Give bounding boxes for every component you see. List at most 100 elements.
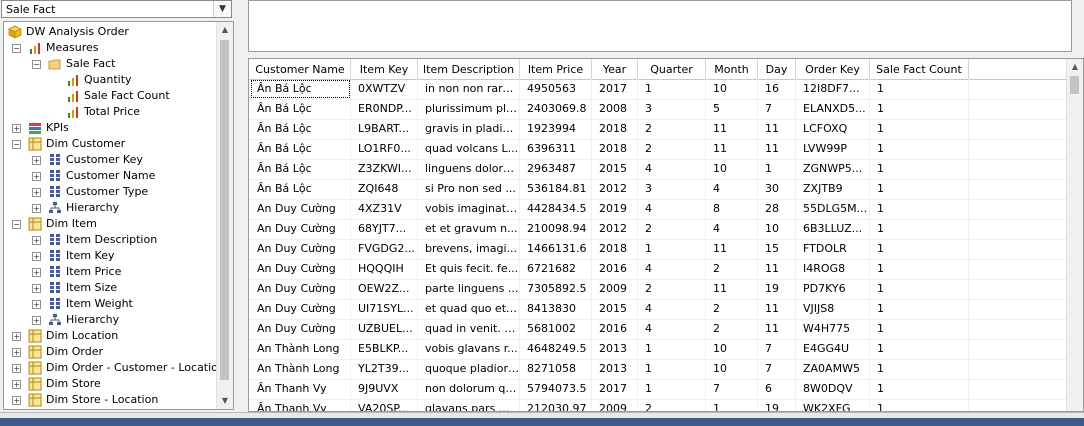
cell-day[interactable]: 11 (758, 299, 796, 319)
expand-icon[interactable]: + (32, 316, 41, 325)
header-item-price[interactable]: Item Price (520, 59, 592, 79)
cell-year[interactable]: 2015 (592, 299, 638, 319)
cell-sale-fact-count[interactable]: 1 (870, 259, 969, 279)
expand-icon[interactable]: + (32, 268, 41, 277)
cell-item-description[interactable]: Et quis fecit. fe... (418, 259, 520, 279)
cell-month[interactable]: 2 (706, 319, 758, 339)
cell-quarter[interactable]: 1 (638, 339, 706, 359)
cell-month[interactable]: 11 (706, 119, 758, 139)
cell-sale-fact-count[interactable]: 1 (870, 359, 969, 379)
cell-quarter[interactable]: 2 (638, 119, 706, 139)
cell-item-key[interactable]: ER0NDP... (351, 99, 418, 119)
cell-order-key[interactable]: VJIJS8 (796, 299, 870, 319)
cell-item-price[interactable]: 6396311 (520, 139, 592, 159)
cell-day[interactable]: 15 (758, 239, 796, 259)
panel-splitter[interactable] (236, 0, 248, 412)
header-item-key[interactable]: Item Key (351, 59, 418, 79)
cell-month[interactable]: 10 (706, 79, 758, 99)
tree-scrollbar[interactable]: ▲ ▼ (216, 22, 233, 409)
cell-sale-fact-count[interactable]: 1 (870, 299, 969, 319)
cell-day[interactable]: 7 (758, 359, 796, 379)
cell-quarter[interactable]: 4 (638, 319, 706, 339)
collapse-icon[interactable]: − (12, 140, 21, 149)
table-row[interactable]: Ân Thanh Vy VA20SP... glavans pars ... 2120… (249, 399, 1069, 411)
expand-icon[interactable]: + (12, 332, 21, 341)
tree-scrollbar-thumb[interactable] (220, 40, 229, 380)
cell-quarter[interactable]: 1 (638, 379, 706, 399)
cell-customer-name[interactable]: An Thành Long (250, 359, 351, 379)
cell-item-key[interactable]: Z3ZKWI... (351, 159, 418, 179)
cell-item-description[interactable]: gravis in pladior... (418, 119, 520, 139)
cell-quarter[interactable]: 4 (638, 199, 706, 219)
cell-quarter[interactable]: 1 (638, 239, 706, 259)
cell-order-key[interactable]: 55DLG5M... (796, 199, 870, 219)
collapse-icon[interactable]: − (12, 220, 21, 229)
cell-sale-fact-count[interactable]: 1 (870, 239, 969, 259)
expand-icon[interactable]: + (12, 396, 21, 405)
expand-icon[interactable]: + (12, 348, 21, 357)
cell-customer-name[interactable]: An Thành Long (250, 339, 351, 359)
cell-item-key[interactable]: 68YJT7... (351, 219, 418, 239)
cell-year[interactable]: 2016 (592, 259, 638, 279)
cell-order-key[interactable]: LCFOXQ (796, 119, 870, 139)
cell-month[interactable]: 11 (706, 239, 758, 259)
table-row[interactable]: Ân Bá Lộc ZQI648 si Pro non sed ... 536184.… (249, 179, 1069, 200)
cell-day[interactable]: 6 (758, 379, 796, 399)
header-order-key[interactable]: Order Key (796, 59, 870, 79)
cell-sale-fact-count[interactable]: 1 (870, 219, 969, 239)
cell-year[interactable]: 2018 (592, 119, 638, 139)
expand-icon[interactable]: + (32, 252, 41, 261)
cell-year[interactable]: 2019 (592, 199, 638, 219)
cell-item-key[interactable]: HQQQIH (351, 259, 418, 279)
cell-order-key[interactable]: ELANXD5... (796, 99, 870, 119)
cell-month[interactable]: 10 (706, 339, 758, 359)
table-row[interactable]: An Duy Cường UZBUEL... quad in venit. e...… (249, 319, 1069, 340)
cell-quarter[interactable]: 2 (638, 219, 706, 239)
table-row[interactable]: Ân Bá Lộc L9BART... gravis in pladior... 19… (249, 119, 1069, 140)
expand-icon[interactable]: + (32, 188, 41, 197)
cell-item-key[interactable]: 4XZ31V (351, 199, 418, 219)
grid-scrollbar-thumb[interactable] (1070, 76, 1079, 94)
cell-day[interactable]: 30 (758, 179, 796, 199)
cell-customer-name[interactable]: An Duy Cường (250, 279, 351, 299)
cell-day[interactable]: 11 (758, 119, 796, 139)
table-row[interactable]: An Duy Cường FVGDG2... brevens, imagi... 14… (249, 239, 1069, 260)
expand-icon[interactable]: + (32, 284, 41, 293)
cell-year[interactable]: 2018 (592, 239, 638, 259)
cell-item-price[interactable]: 212030.97 (520, 399, 592, 411)
cell-order-key[interactable]: LVW99P (796, 139, 870, 159)
cell-year[interactable]: 2008 (592, 99, 638, 119)
cell-item-description[interactable]: vobis imaginato... (418, 199, 520, 219)
table-row[interactable]: Ân Thanh Vy 9J9UVX non dolorum qu... 579407… (249, 379, 1069, 400)
cell-item-description[interactable]: et quad quo et ... (418, 299, 520, 319)
cell-sale-fact-count[interactable]: 1 (870, 139, 969, 159)
cell-sale-fact-count[interactable]: 1 (870, 399, 969, 411)
cell-year[interactable]: 2015 (592, 159, 638, 179)
cell-item-description[interactable]: vobis glavans r... (418, 339, 520, 359)
cell-item-description[interactable]: non dolorum qu... (418, 379, 520, 399)
cell-year[interactable]: 2012 (592, 219, 638, 239)
expand-icon[interactable]: + (32, 204, 41, 213)
cell-order-key[interactable]: WK2XFG (796, 399, 870, 411)
cell-month[interactable]: 4 (706, 179, 758, 199)
cell-order-key[interactable]: ZGNWP5... (796, 159, 870, 179)
cell-item-description[interactable]: glavans pars ... (418, 399, 520, 411)
cell-month[interactable]: 11 (706, 139, 758, 159)
cell-sale-fact-count[interactable]: 1 (870, 199, 969, 219)
cell-sale-fact-count[interactable]: 1 (870, 79, 969, 99)
cell-item-key[interactable]: 0XWTZV (351, 79, 418, 99)
expand-icon[interactable]: + (32, 300, 41, 309)
grid-scrollbar[interactable]: ▲ (1066, 59, 1083, 411)
cell-item-description[interactable]: et et gravum n... (418, 219, 520, 239)
cell-year[interactable]: 2018 (592, 139, 638, 159)
cell-month[interactable]: 7 (706, 379, 758, 399)
cell-item-key[interactable]: OEW2Z... (351, 279, 418, 299)
cell-order-key[interactable]: FTDOLR (796, 239, 870, 259)
cell-month[interactable]: 2 (706, 299, 758, 319)
cell-item-description[interactable]: plurissimum plor... (418, 99, 520, 119)
cell-customer-name[interactable]: Ân Bá Lộc (250, 139, 351, 159)
collapse-icon[interactable]: − (32, 60, 41, 69)
table-row[interactable]: An Thành Long YL2T39... quoque pladior ...… (249, 359, 1069, 380)
cell-day[interactable]: 28 (758, 199, 796, 219)
cell-item-description[interactable]: in non non rare... (418, 79, 520, 99)
